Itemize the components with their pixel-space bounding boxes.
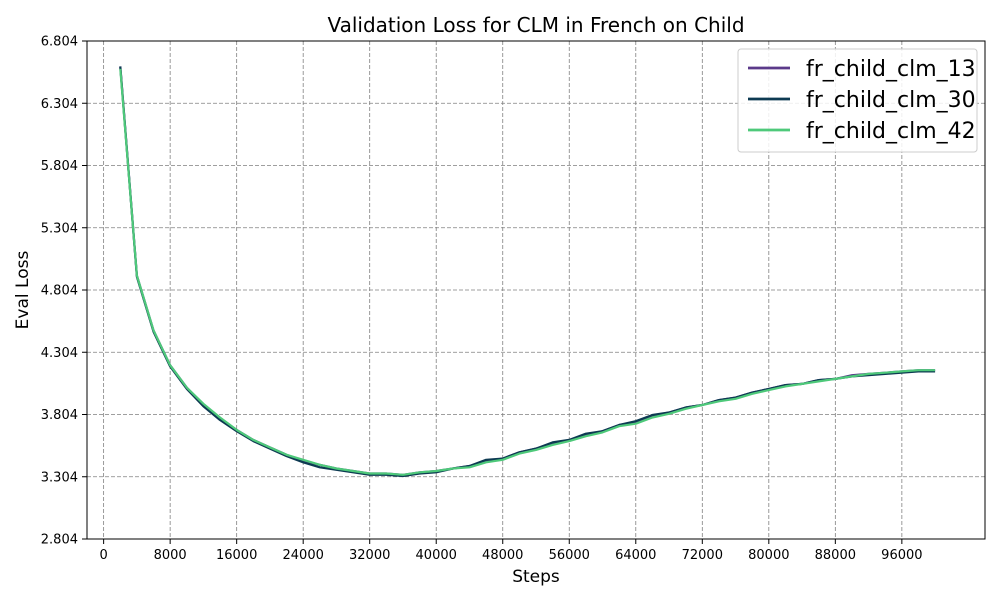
y-tick-label: 3.804 bbox=[41, 408, 78, 423]
x-tick-label: 32000 bbox=[349, 548, 390, 563]
x-tick-label: 96000 bbox=[881, 548, 922, 563]
x-tick-label: 48000 bbox=[482, 548, 523, 563]
x-tick-label: 40000 bbox=[416, 548, 457, 563]
legend-label: fr_child_clm_30 bbox=[806, 88, 976, 113]
y-axis-ticks: 2.804 3.304 3.804 4.304 4.804 5.304 5.804 6.304… bbox=[41, 35, 87, 548]
y-tick-label: 5.304 bbox=[41, 221, 78, 236]
x-tick-label: 56000 bbox=[549, 548, 590, 563]
legend-label: fr_child_clm_42 bbox=[806, 119, 976, 144]
grid-lines bbox=[87, 40, 985, 540]
x-tick-label: 80000 bbox=[748, 548, 789, 563]
x-tick-label: 72000 bbox=[682, 548, 723, 563]
series-lines bbox=[119, 66, 936, 478]
series-line-fr_child_clm_42 bbox=[119, 68, 936, 476]
chart-title: Validation Loss for CLM in French on Chi… bbox=[327, 13, 744, 37]
x-axis-label: Steps bbox=[512, 567, 560, 587]
y-tick-label: 6.304 bbox=[41, 97, 78, 112]
y-tick-label: 2.804 bbox=[41, 533, 78, 548]
y-tick-label: 3.304 bbox=[41, 470, 78, 485]
x-tick-label: 64000 bbox=[615, 548, 656, 563]
legend-label: fr_child_clm_13 bbox=[806, 57, 976, 82]
x-tick-label: 8000 bbox=[154, 548, 187, 563]
y-tick-label: 5.804 bbox=[41, 159, 78, 174]
y-tick-label: 6.804 bbox=[41, 35, 78, 50]
legend: fr_child_clm_13 fr_child_clm_30 fr_child_c… bbox=[737, 48, 978, 153]
y-tick-label: 4.304 bbox=[41, 346, 78, 361]
x-tick-label: 24000 bbox=[283, 548, 324, 563]
y-axis-label: Eval Loss bbox=[13, 251, 33, 330]
x-tick-label: 16000 bbox=[216, 548, 257, 563]
legend-box bbox=[737, 48, 978, 153]
y-tick-label: 4.804 bbox=[41, 284, 78, 299]
x-tick-label: 88000 bbox=[815, 548, 856, 563]
x-tick-label: 0 bbox=[99, 548, 107, 563]
x-axis-ticks: 0 8000 16000 24000 32000 40000 48000 56000 64000… bbox=[99, 539, 923, 563]
